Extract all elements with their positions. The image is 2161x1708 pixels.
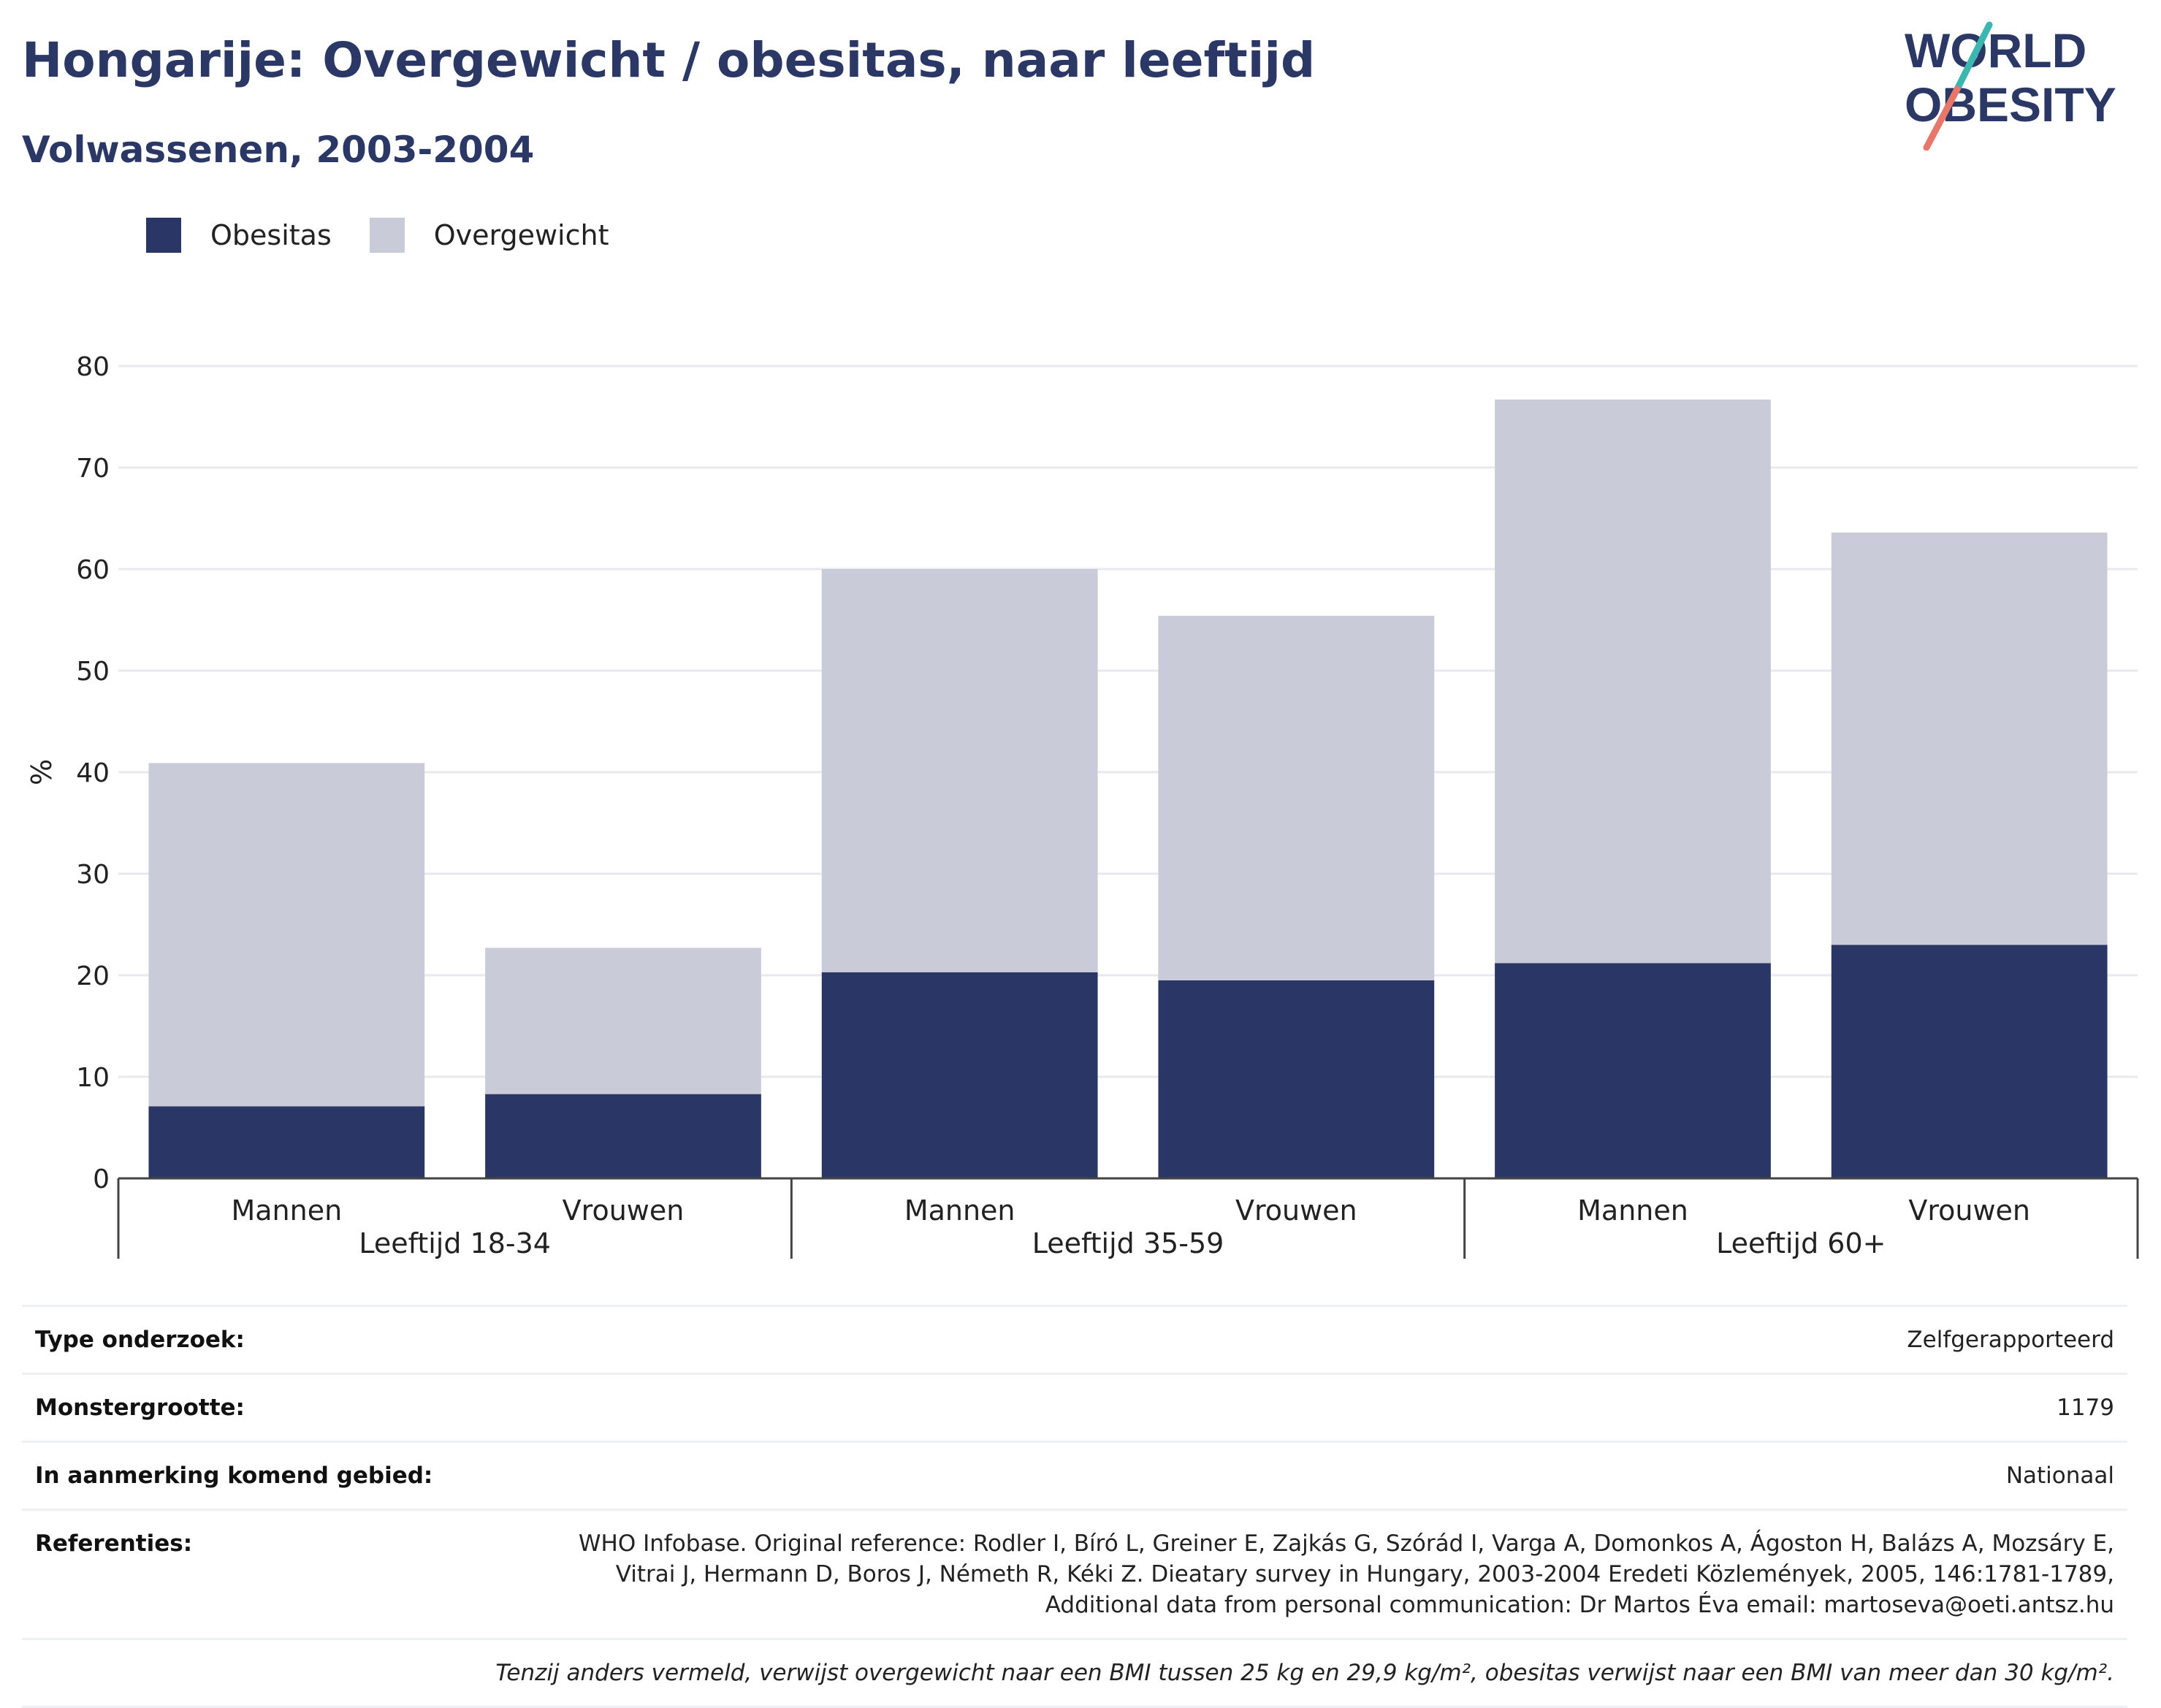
bar-overgewicht-6 xyxy=(1831,532,2108,945)
x-group-label: Leeftijd 18-34 xyxy=(359,1227,551,1259)
y-tick-label: 50 xyxy=(76,657,110,687)
y-tick-label: 80 xyxy=(76,352,110,382)
sample-size-value: 1179 xyxy=(2057,1395,2114,1421)
bar-overgewicht-1 xyxy=(148,763,425,1107)
bar-obesitas-6 xyxy=(1831,945,2108,1178)
legend-label-obesitas: Obesitas xyxy=(210,219,332,251)
bar-overgewicht-3 xyxy=(821,569,1098,972)
references-line-3: Additional data from personal communicat… xyxy=(1045,1592,2114,1618)
x-category-label: Mannen xyxy=(1577,1194,1688,1227)
bar-obesitas-2 xyxy=(485,1094,761,1178)
legend-label-overgewicht: Overgewicht xyxy=(433,219,609,251)
info-row-area: In aanmerking komend gebied: Nationaal xyxy=(22,1441,2127,1509)
y-tick-label: 70 xyxy=(76,454,110,484)
x-category-label: Mannen xyxy=(231,1194,342,1227)
page-title: Hongarije: Overgewicht / obesitas, naar … xyxy=(22,32,1316,88)
references-line-1: WHO Infobase. Original reference: Rodler… xyxy=(578,1530,2114,1557)
bar-obesitas-4 xyxy=(1158,980,1435,1178)
legend-item-overgewicht: Overgewicht xyxy=(369,218,609,253)
y-tick-label: 0 xyxy=(93,1164,110,1194)
y-tick-label: 40 xyxy=(76,758,110,788)
x-category-label: Vrouwen xyxy=(1235,1194,1357,1227)
bmi-definition-note: Tenzij anders vermeld, verwijst overgewi… xyxy=(495,1660,2114,1686)
x-category-label: Vrouwen xyxy=(563,1194,685,1227)
info-row-note: Tenzij anders vermeld, verwijst overgewi… xyxy=(22,1638,2127,1708)
bar-obesitas-3 xyxy=(821,972,1098,1178)
survey-info-table: Type onderzoek: Zelfgerapporteerd Monste… xyxy=(22,1305,2127,1708)
y-axis-label: % xyxy=(26,759,58,785)
y-tick-label: 10 xyxy=(76,1063,110,1093)
area-value: Nationaal xyxy=(2005,1463,2114,1489)
legend-swatch-overgewicht xyxy=(369,218,405,253)
sample-size-label: Monstergrootte: xyxy=(35,1395,245,1421)
info-row-sample-size: Monstergrootte: 1179 xyxy=(22,1373,2127,1441)
references-line-2: Vitrai J, Hermann D, Boros J, Németh R, … xyxy=(615,1561,2114,1587)
bar-overgewicht-5 xyxy=(1495,399,1771,964)
survey-type-label: Type onderzoek: xyxy=(35,1327,245,1353)
x-group-label: Leeftijd 35-59 xyxy=(1032,1227,1224,1259)
y-tick-label: 60 xyxy=(76,555,110,585)
bar-overgewicht-2 xyxy=(485,948,761,1094)
x-group-label: Leeftijd 60+ xyxy=(1716,1227,1886,1259)
x-category-label: Vrouwen xyxy=(1908,1194,2030,1227)
bar-obesitas-1 xyxy=(148,1106,425,1178)
stacked-bar-chart: 0 10 20 30 40 50 60 70 80% Mannen Vrouwen Mannen Vro… xyxy=(26,352,2139,1259)
x-category-label: Mannen xyxy=(904,1194,1015,1227)
logo-line1: WORLD xyxy=(1905,23,2086,77)
y-tick-label: 30 xyxy=(76,860,110,890)
page-subtitle: Volwassenen, 2003-2004 xyxy=(22,129,535,171)
survey-type-value: Zelfgerapporteerd xyxy=(1907,1327,2114,1353)
bar-obesitas-5 xyxy=(1495,963,1771,1178)
area-label: In aanmerking komend gebied: xyxy=(35,1463,433,1489)
references-value: WHO Infobase. Original reference: Rodler… xyxy=(579,1528,2114,1620)
legend-item-obesitas: Obesitas xyxy=(146,218,332,253)
world-obesity-logo: WORLD OBESITY xyxy=(1905,21,2116,150)
chart-legend: Obesitas Overgewicht xyxy=(146,216,647,254)
bar-overgewicht-4 xyxy=(1158,615,1435,980)
info-row-survey-type: Type onderzoek: Zelfgerapporteerd xyxy=(22,1305,2127,1373)
references-label: Referenties: xyxy=(35,1530,193,1557)
info-row-references: Referenties: WHO Infobase. Original refe… xyxy=(22,1509,2127,1638)
legend-swatch-obesitas xyxy=(146,218,181,253)
y-tick-label: 20 xyxy=(76,961,110,991)
